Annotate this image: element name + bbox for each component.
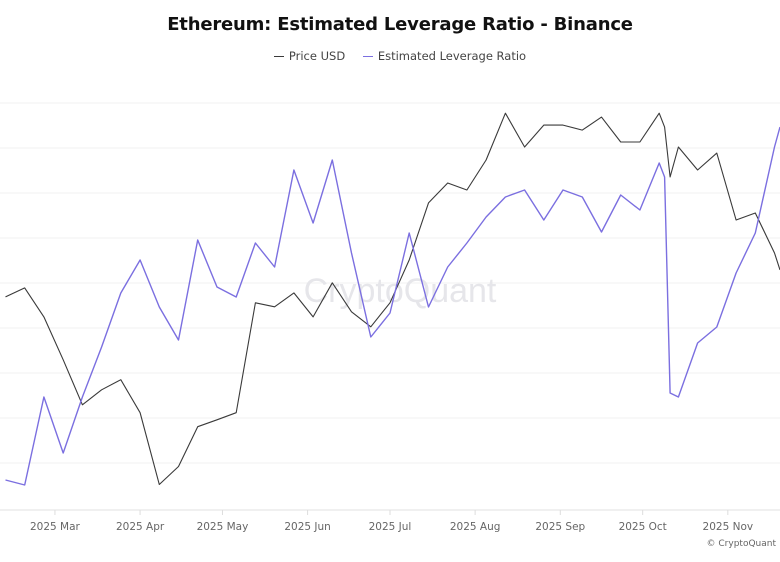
x-tick-label: 2025 Apr	[116, 521, 165, 533]
x-tick-label: 2025 Oct	[619, 521, 667, 533]
legend: Price USD Estimated Leverage Ratio	[0, 46, 780, 63]
x-tick-label: 2025 Jul	[369, 521, 412, 533]
chart-title: Ethereum: Estimated Leverage Ratio - Bin…	[167, 14, 633, 35]
x-tick-label: 2025 Jun	[284, 521, 330, 533]
legend-swatch-leverage	[362, 55, 373, 57]
x-tick-label: 2025 Sep	[535, 521, 585, 533]
x-tick-label: 2025 Mar	[30, 521, 81, 533]
x-tick-label: 2025 Nov	[703, 521, 754, 533]
price-usd-line	[5, 112, 780, 486]
legend-item-price[interactable]: Price USD	[273, 49, 346, 64]
watermark: CryptoQuant	[304, 272, 497, 310]
estimated-leverage-ratio-line	[5, 126, 780, 486]
legend-label-leverage: Estimated Leverage Ratio	[377, 49, 527, 64]
legend-label-price: Price USD	[288, 49, 346, 64]
x-tick-label: 2025 Aug	[450, 521, 501, 533]
footer-credit: © CryptoQuant	[706, 539, 776, 549]
x-tick-label: 2025 May	[197, 521, 249, 533]
legend-swatch-price	[273, 55, 284, 57]
legend-item-leverage[interactable]: Estimated Leverage Ratio	[362, 49, 527, 64]
